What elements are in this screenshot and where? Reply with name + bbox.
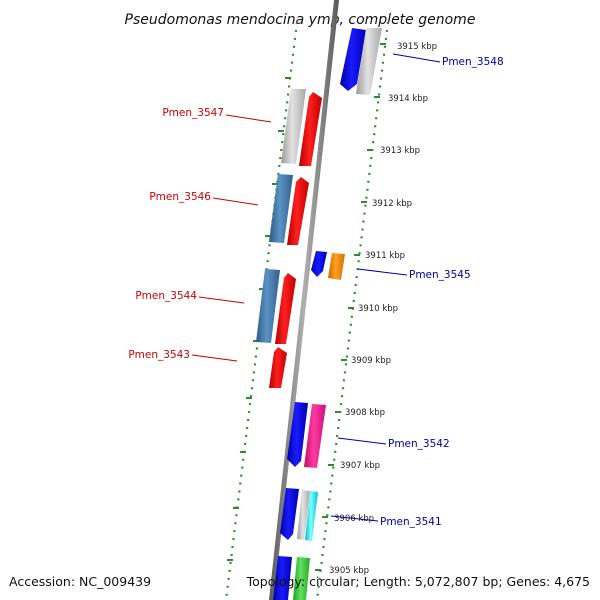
kbp-label: 3910 kbp <box>358 304 398 314</box>
left-dotted-guide <box>224 21 299 600</box>
gene-arrow-blue <box>287 402 308 467</box>
gene-label: Pmen_3542 <box>388 438 450 450</box>
gene-labels-right: Pmen_3548 Pmen_3545 Pmen_3542 Pmen_3541 <box>380 56 504 528</box>
kbp-label: 3911 kbp <box>365 251 405 261</box>
kbp-label: 3913 kbp <box>380 146 420 156</box>
gene-arrow-red <box>299 92 322 166</box>
kbp-label: 3915 kbp <box>397 42 437 52</box>
gene-arrow-red <box>275 273 296 344</box>
gene-arrow-red <box>287 177 309 245</box>
accession-text: Accession: NC_009439 <box>9 574 151 589</box>
leader-line-left <box>212 197 259 206</box>
gene-arrow-pink <box>304 404 326 468</box>
gene-arrow-steelblue <box>269 174 293 243</box>
gene-arrow-cyan <box>305 491 318 541</box>
gene-arrow-grey <box>297 490 310 540</box>
gene-arrow-green <box>293 557 310 600</box>
gene-arrow-grey <box>281 89 306 164</box>
kbp-label: 3905 kbp <box>329 566 369 576</box>
map-title: Pseudomonas mendocina ymp, complete geno… <box>125 12 476 28</box>
leader-line-left <box>191 354 238 362</box>
gene-label: Pmen_3543 <box>128 349 190 361</box>
kbp-label: 3907 kbp <box>340 461 380 471</box>
leader-line-right <box>330 515 379 522</box>
gene-arrow-red <box>269 347 287 388</box>
gene-label: Pmen_3546 <box>149 191 211 203</box>
kbp-label: 3914 kbp <box>388 94 428 104</box>
kbp-label: 3912 kbp <box>372 199 412 209</box>
gene-arrow-blue <box>280 488 299 540</box>
label-leaders <box>191 53 441 522</box>
leader-line-right <box>337 437 387 445</box>
topology-text: Topology: circular; Length: 5,072,807 bp… <box>246 574 590 589</box>
gene-label: Pmen_3547 <box>162 107 224 119</box>
leader-line-right <box>392 53 441 63</box>
kbp-label: 3908 kbp <box>345 408 385 418</box>
gene-arrow-blue <box>273 556 292 600</box>
gene-arrow-grey <box>356 28 382 95</box>
gene-label: Pmen_3548 <box>442 56 504 68</box>
leader-line-right <box>357 268 408 276</box>
gene-arrow-orange <box>328 253 345 280</box>
outer-dotted-guides <box>224 21 390 600</box>
right-dotted-guide <box>315 21 390 600</box>
backbone-strand <box>269 0 339 600</box>
kbp-label: 3909 kbp <box>351 356 391 366</box>
gene-arrow-blue <box>340 28 366 91</box>
gene-label: Pmen_3541 <box>380 516 442 528</box>
gene-arrow-steelblue <box>256 269 280 343</box>
gene-label: Pmen_3544 <box>135 290 197 302</box>
gene-labels-left: Pmen_3547 Pmen_3546 Pmen_3544 Pmen_3543 <box>128 107 224 361</box>
gene-arrow-blue <box>311 251 327 277</box>
leader-line-left <box>198 296 245 304</box>
leader-line-left <box>225 114 272 123</box>
genome-backbone <box>269 0 339 600</box>
gene-features <box>256 28 382 600</box>
gene-label: Pmen_3545 <box>409 269 471 281</box>
kbp-labels: 3915 kbp 3914 kbp 3913 kbp 3912 kbp 3911… <box>329 42 437 576</box>
kbp-label: 3906 kbp <box>334 514 374 524</box>
